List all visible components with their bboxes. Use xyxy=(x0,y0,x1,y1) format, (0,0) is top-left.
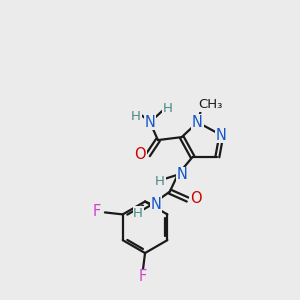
Text: CH₃: CH₃ xyxy=(198,98,223,111)
Text: H: H xyxy=(131,110,141,123)
Text: H: H xyxy=(163,102,173,115)
Text: H: H xyxy=(155,175,165,188)
Text: O: O xyxy=(134,148,146,163)
Text: F: F xyxy=(93,204,101,219)
Text: N: N xyxy=(192,115,203,130)
Text: F: F xyxy=(139,269,147,284)
Text: N: N xyxy=(176,167,187,182)
Text: H: H xyxy=(133,207,143,220)
Text: O: O xyxy=(190,191,201,206)
Text: N: N xyxy=(216,128,227,142)
Text: N: N xyxy=(145,115,155,130)
Text: N: N xyxy=(151,197,161,212)
